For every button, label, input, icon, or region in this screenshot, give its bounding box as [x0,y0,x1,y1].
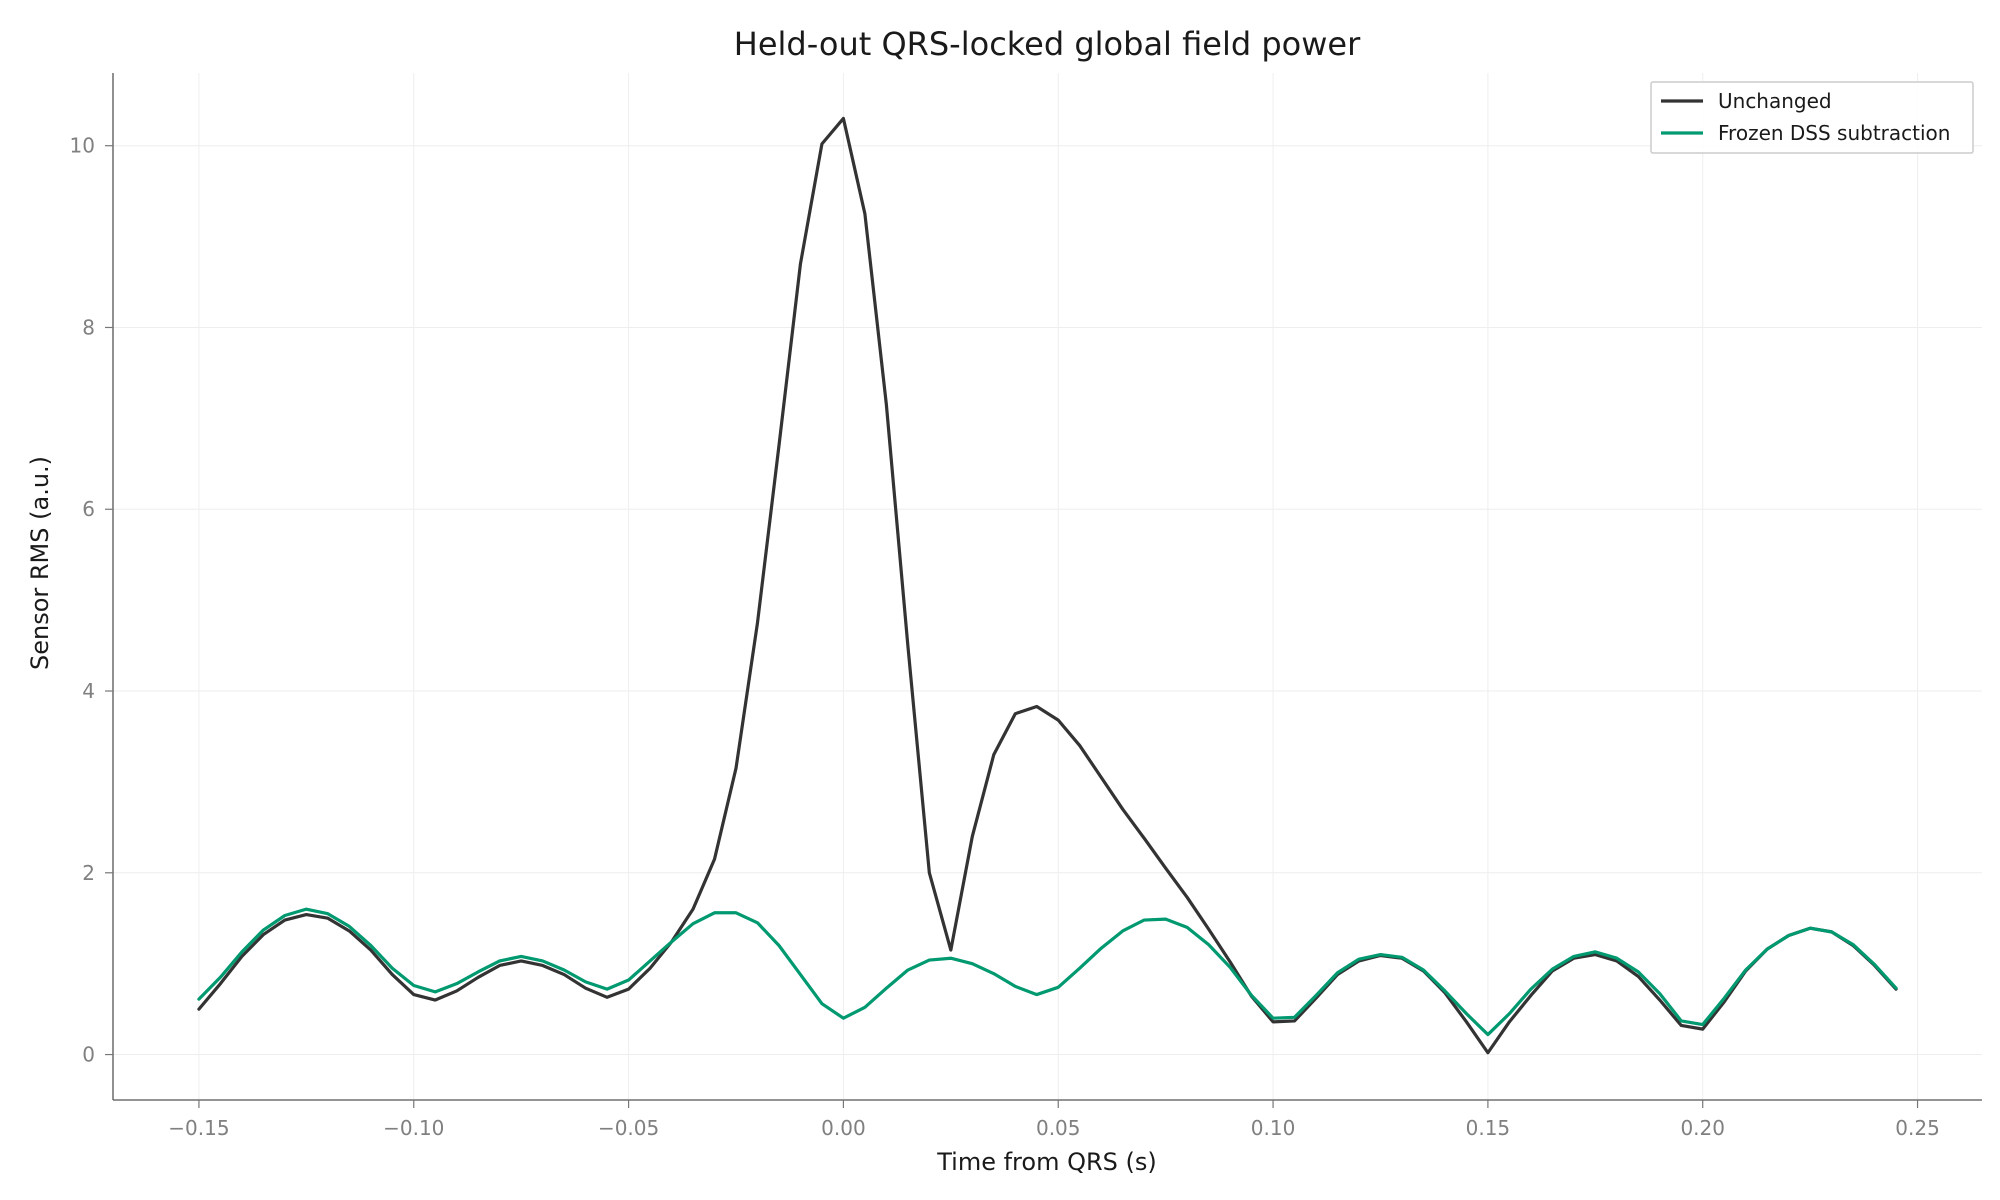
axes [112,73,1982,1101]
legend-box [1650,81,1974,154]
x-axis-label: Time from QRS (s) [936,1148,1157,1176]
y-axis-label: Sensor RMS (a.u.) [26,456,54,670]
x-tick-label: −0.10 [383,1116,444,1140]
plot-series [197,116,1898,1055]
series-line-frozen-dss-subtraction [197,907,1898,1037]
y-tick-label: 4 [82,679,95,703]
chart-title: Held-out QRS-locked global field power [734,25,1361,63]
x-tick-label: −0.15 [168,1116,229,1140]
ticks: −0.15 −0.10 −0.05 0.00 0.05 0.10 0.15 0.20 0.25 0… [70,134,1940,1140]
legend-entry-frozen-dss-subtraction: Frozen DSS subtraction [1718,121,1950,145]
x-tick-label: 0.10 [1251,1116,1296,1140]
x-tick-label: 0.00 [821,1116,866,1140]
x-tick-label: −0.05 [598,1116,659,1140]
x-tick-label: 0.15 [1466,1116,1511,1140]
y-tick-label: 6 [82,497,95,521]
x-tick-label: 0.20 [1680,1116,1725,1140]
y-tick-label: 10 [70,134,95,158]
x-tick-label: 0.25 [1895,1116,1940,1140]
legend: Unchanged Frozen DSS subtraction [1650,81,1974,154]
grid [113,73,1982,1100]
y-tick-label: 8 [82,315,95,339]
series-line-unchanged [197,116,1898,1055]
y-tick-label: 2 [82,861,95,885]
y-tick-label: 0 [82,1043,95,1067]
legend-entry-unchanged: Unchanged [1718,89,1832,113]
x-tick-label: 0.05 [1036,1116,1081,1140]
